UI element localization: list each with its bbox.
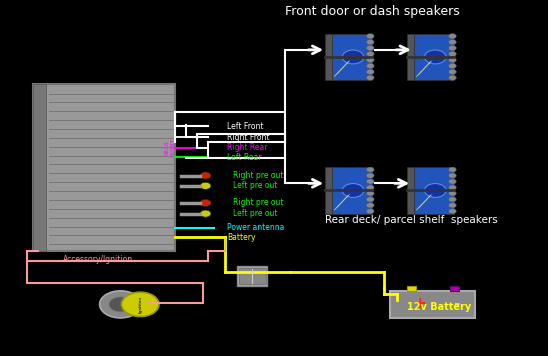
Text: Rear deck/ parcel shelf  speakers: Rear deck/ parcel shelf speakers bbox=[324, 215, 498, 225]
Circle shape bbox=[449, 63, 456, 68]
Circle shape bbox=[449, 40, 456, 44]
Circle shape bbox=[449, 57, 456, 62]
Circle shape bbox=[367, 69, 374, 74]
FancyBboxPatch shape bbox=[325, 34, 332, 80]
Circle shape bbox=[367, 57, 374, 62]
Circle shape bbox=[449, 185, 456, 190]
Circle shape bbox=[367, 167, 374, 172]
Circle shape bbox=[122, 292, 159, 316]
Circle shape bbox=[367, 209, 374, 214]
Text: Left Rear: Left Rear bbox=[227, 153, 262, 162]
Circle shape bbox=[449, 52, 456, 57]
FancyBboxPatch shape bbox=[414, 34, 454, 80]
Text: Right Rear: Right Rear bbox=[227, 143, 268, 152]
FancyBboxPatch shape bbox=[414, 167, 454, 214]
Circle shape bbox=[449, 173, 456, 178]
Circle shape bbox=[449, 191, 456, 196]
FancyBboxPatch shape bbox=[450, 286, 459, 291]
Circle shape bbox=[449, 34, 456, 39]
Text: Left pre out: Left pre out bbox=[233, 181, 277, 190]
Text: Ignition: Ignition bbox=[138, 296, 142, 313]
Circle shape bbox=[449, 203, 456, 208]
Circle shape bbox=[367, 203, 374, 208]
FancyBboxPatch shape bbox=[332, 167, 372, 214]
Text: FRONT: FRONT bbox=[170, 138, 175, 157]
FancyBboxPatch shape bbox=[325, 167, 332, 214]
Circle shape bbox=[449, 209, 456, 214]
Circle shape bbox=[342, 184, 364, 197]
Circle shape bbox=[367, 46, 374, 51]
FancyBboxPatch shape bbox=[239, 268, 265, 283]
Text: Right Front: Right Front bbox=[227, 132, 270, 142]
Circle shape bbox=[367, 40, 374, 44]
Text: Battery: Battery bbox=[227, 233, 256, 242]
FancyBboxPatch shape bbox=[407, 34, 414, 80]
Text: Power antenna: Power antenna bbox=[227, 223, 285, 232]
Circle shape bbox=[367, 63, 374, 68]
Circle shape bbox=[449, 179, 456, 184]
Circle shape bbox=[367, 34, 374, 39]
Circle shape bbox=[367, 75, 374, 80]
Text: REAR: REAR bbox=[164, 140, 169, 155]
Text: 12v Battery: 12v Battery bbox=[407, 302, 471, 312]
FancyBboxPatch shape bbox=[237, 266, 267, 286]
Circle shape bbox=[200, 182, 211, 189]
FancyBboxPatch shape bbox=[33, 84, 45, 251]
Text: Right pre out: Right pre out bbox=[233, 171, 283, 180]
Circle shape bbox=[449, 75, 456, 80]
Circle shape bbox=[425, 184, 446, 197]
Text: +: + bbox=[414, 295, 426, 310]
Circle shape bbox=[425, 50, 446, 64]
FancyBboxPatch shape bbox=[407, 286, 416, 291]
Text: Front door or dash speakers: Front door or dash speakers bbox=[286, 5, 460, 19]
Circle shape bbox=[367, 191, 374, 196]
Circle shape bbox=[367, 185, 374, 190]
FancyBboxPatch shape bbox=[407, 167, 414, 214]
Circle shape bbox=[100, 291, 141, 318]
Circle shape bbox=[200, 210, 211, 217]
Circle shape bbox=[449, 167, 456, 172]
Circle shape bbox=[449, 69, 456, 74]
Circle shape bbox=[342, 50, 364, 64]
FancyBboxPatch shape bbox=[332, 34, 372, 80]
Circle shape bbox=[367, 173, 374, 178]
Text: Accessory/Ignition: Accessory/Ignition bbox=[63, 255, 133, 264]
Text: Left Front: Left Front bbox=[227, 122, 264, 131]
Circle shape bbox=[109, 297, 132, 312]
Circle shape bbox=[200, 199, 211, 206]
Circle shape bbox=[449, 197, 456, 202]
Text: Right pre out: Right pre out bbox=[233, 198, 283, 208]
Text: -: - bbox=[454, 295, 460, 310]
Circle shape bbox=[367, 52, 374, 57]
Circle shape bbox=[449, 46, 456, 51]
Text: Left pre out: Left pre out bbox=[233, 209, 277, 218]
FancyBboxPatch shape bbox=[390, 291, 476, 318]
Circle shape bbox=[200, 172, 211, 179]
Circle shape bbox=[367, 179, 374, 184]
FancyBboxPatch shape bbox=[33, 84, 175, 251]
Circle shape bbox=[367, 197, 374, 202]
